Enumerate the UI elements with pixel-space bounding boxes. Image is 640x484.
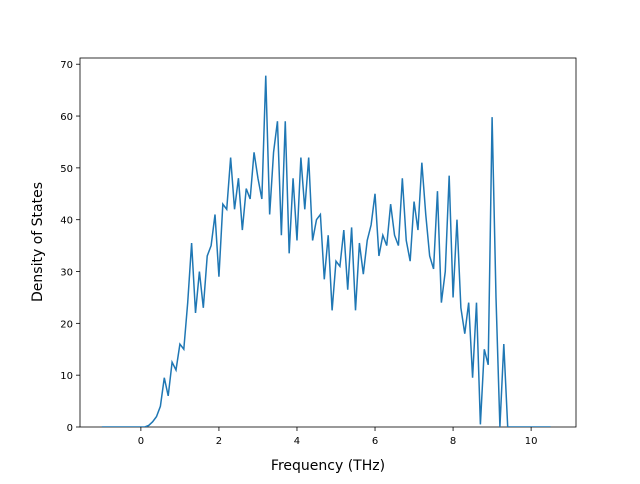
x-tick-label: 6 (372, 436, 378, 447)
y-tick-label: 20 (60, 319, 73, 330)
x-tick-label: 2 (216, 436, 222, 447)
y-tick-label: 70 (60, 60, 73, 71)
x-tick-label: 10 (525, 436, 538, 447)
y-tick-label: 10 (60, 371, 73, 382)
y-tick-label: 0 (67, 423, 73, 434)
axes-frame (79, 57, 577, 428)
x-tick-label: 4 (294, 436, 300, 447)
line-series (101, 75, 551, 427)
x-tick-label: 8 (450, 436, 456, 447)
y-tick-label: 40 (60, 216, 73, 227)
x-tick-label: 0 (138, 436, 144, 447)
x-axis-label: Frequency (THz) (271, 458, 385, 474)
y-axis-label: Density of States (30, 182, 46, 302)
y-tick-label: 50 (60, 164, 73, 175)
y-tick-label: 30 (60, 268, 73, 279)
y-tick-label: 60 (60, 112, 73, 123)
